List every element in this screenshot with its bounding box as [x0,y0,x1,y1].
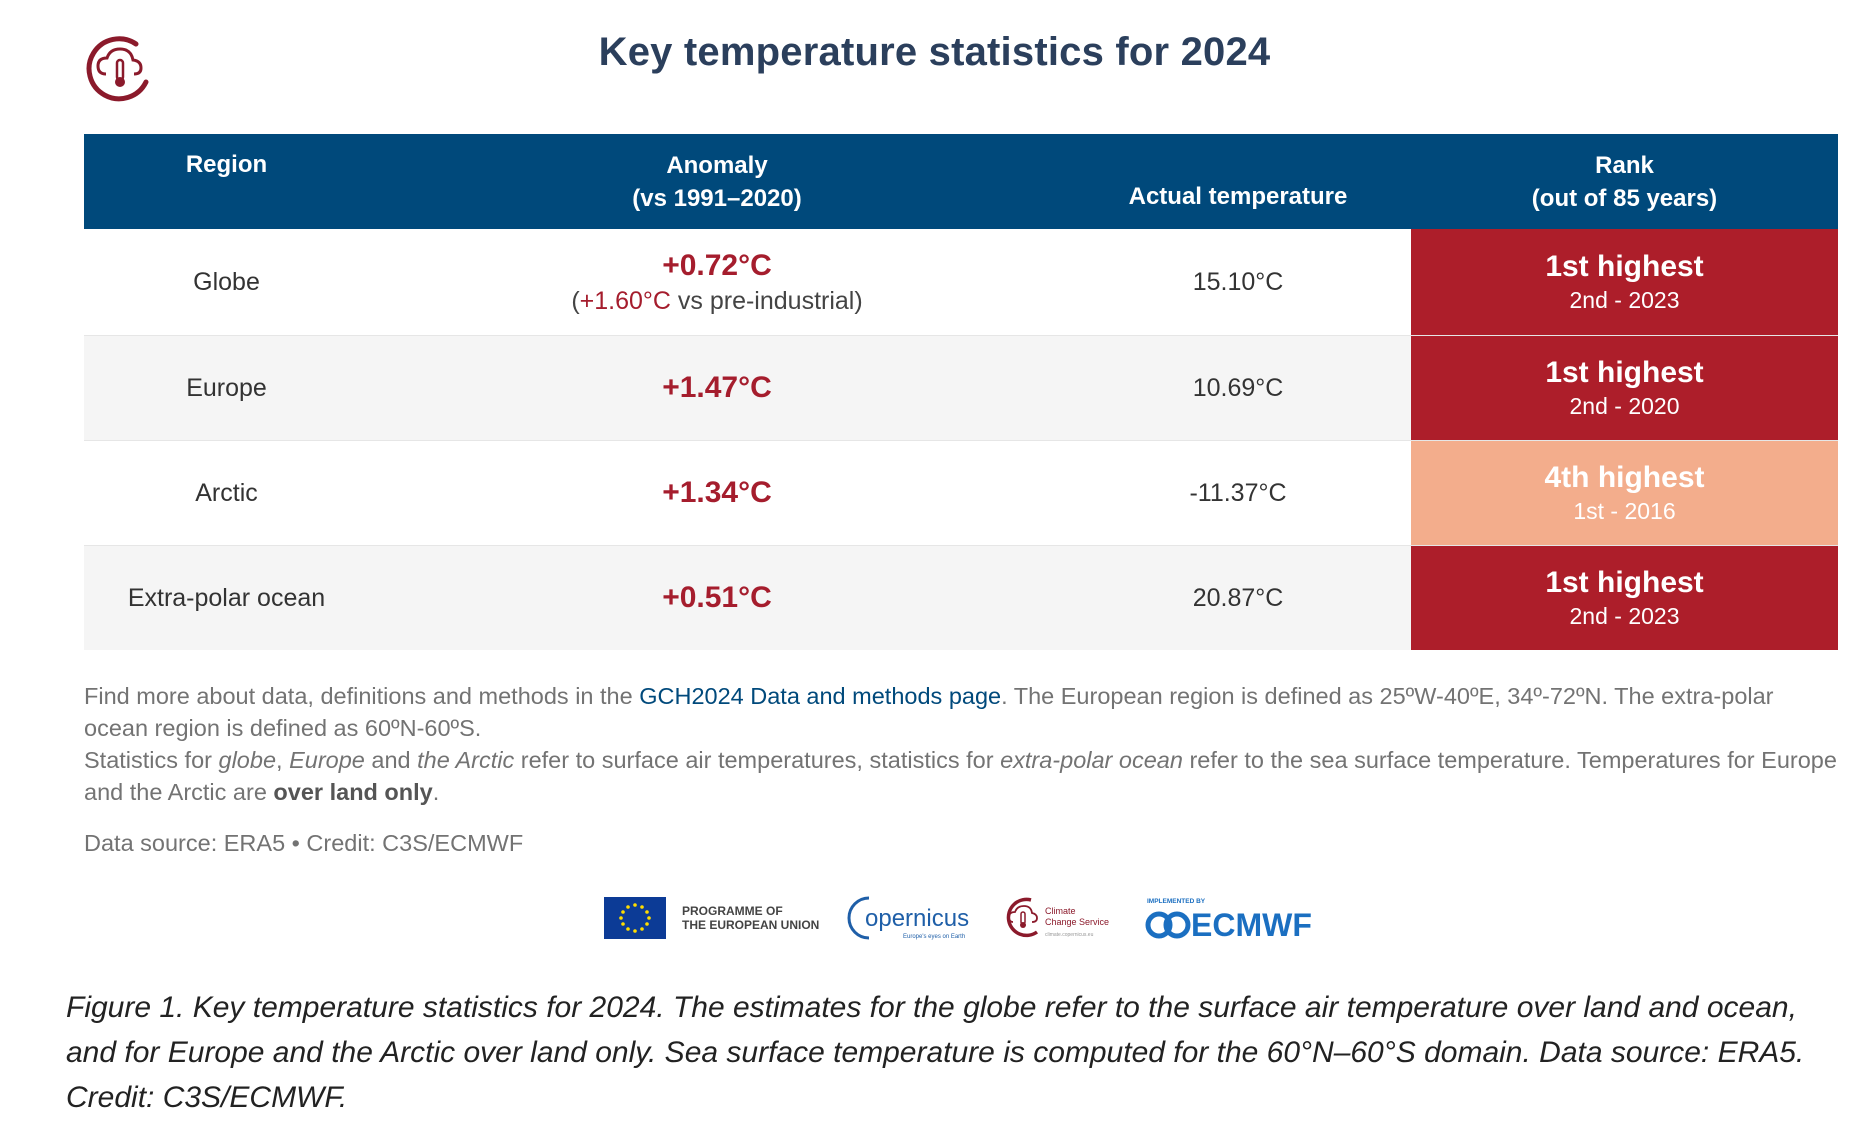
anomaly-cell: +1.47°C [369,336,1065,440]
svg-text:Change Service: Change Service [1045,917,1109,927]
pre-industrial-label: vs pre-industrial) [670,286,863,315]
notes-bold-land-only: over land only [273,779,433,805]
anomaly-value: +0.51°C [662,581,772,614]
anomaly-header-line2: (vs 1991–2020) [632,184,802,212]
svg-text:opernicus: opernicus [865,905,969,932]
actual-temperature-cell: 10.69°C [1192,373,1284,402]
region-cell: Arctic [195,478,258,507]
anomaly-value: +1.34°C [662,476,772,509]
anomaly-value: +1.47°C [662,371,772,404]
anomaly-value: +0.72°C [662,248,772,282]
actual-temperature-cell: -11.37°C [1189,478,1287,507]
rank-cell: 1st highest 2nd - 2023 [1411,546,1838,650]
rank-value: 1st highest [1545,566,1704,599]
data-methods-link[interactable]: GCH2024 Data and methods page [639,683,1002,709]
column-header-rank: Rank (out of 85 years) [1411,134,1838,229]
table-row: Extra-polar ocean +0.51°C 20.87°C 1st hi… [84,546,1838,650]
notes-text: refer to surface air temperatures, stati… [514,747,1001,773]
statistics-table: Region Anomaly (vs 1991–2020) Actual tem… [84,134,1838,650]
rank-value: 1st highest [1545,250,1704,283]
eu-flag-icon [604,897,666,939]
notes-text: refer to the sea surface temperature. Te… [84,747,1837,805]
notes-text: Find more about data, definitions and me… [84,683,640,709]
rank-value: 1st highest [1545,356,1704,389]
region-cell: Europe [186,373,267,402]
notes-italic-europe: Europe [289,747,365,773]
svg-text:IMPLEMENTED BY: IMPLEMENTED BY [1147,898,1206,905]
anomaly-cell: +1.34°C [369,441,1065,545]
notes-paragraph-1: Find more about data, definitions and me… [84,680,1844,744]
notes-italic-ocean: extra-polar ocean [1000,747,1183,773]
pre-industrial-anomaly: (+1.60°C vs pre-industrial) [571,287,862,316]
c3s-logo: Climate Change Service climate.copernicu… [1007,897,1109,938]
table-row: Europe +1.47°C 10.69°C 1st highest 2nd -… [84,336,1838,441]
notes-text: , [276,747,290,773]
rank-value: 4th highest [1544,461,1705,494]
rank-header-line1: Rank [1595,151,1654,179]
actual-header-label: Actual temperature [1128,183,1348,210]
anomaly-cell: +0.72°C (+1.60°C vs pre-industrial) [369,229,1065,335]
table-notes: Find more about data, definitions and me… [84,680,1844,808]
paren-open: ( [571,286,580,315]
svg-text:Climate: Climate [1045,906,1076,916]
climate-thermometer-logo [86,36,149,102]
notes-text: Statistics for [84,747,219,773]
svg-text:ECMWF: ECMWF [1191,907,1312,943]
notes-paragraph-2: Statistics for globe, Europe and the Arc… [84,744,1844,808]
eu-programme-label: PROGRAMME OF THE EUROPEAN UNION [682,904,819,932]
svg-text:Europe's eyes on Earth: Europe's eyes on Earth [903,934,965,940]
rank-cell: 1st highest 2nd - 2023 [1411,229,1838,335]
page-title: Key temperature statistics for 2024 [598,30,1271,74]
notes-text: and [364,747,418,773]
svg-text:climate.copernicus.eu: climate.copernicus.eu [1045,932,1094,938]
column-header-anomaly: Anomaly (vs 1991–2020) [369,134,1065,229]
eu-line-2: THE EUROPEAN UNION [682,918,820,932]
notes-text: . The European region is defined as 25ºW… [84,683,1774,741]
region-header-label: Region [185,151,268,178]
notes-text: . [432,779,440,805]
region-cell: Extra-polar ocean [127,583,326,612]
table-header: Region Anomaly (vs 1991–2020) Actual tem… [84,134,1838,229]
rank-header-line2: (out of 85 years) [1531,184,1718,212]
rank-runner-up: 2nd - 2020 [1569,393,1680,419]
rank-runner-up: 1st - 2016 [1573,498,1676,524]
ecmwf-logo: IMPLEMENTED BY ECMWF [1145,898,1312,943]
actual-temperature-cell: 15.10°C [1192,267,1284,296]
rank-cell: 4th highest 1st - 2016 [1411,441,1838,545]
region-cell: Globe [193,267,260,296]
column-header-region: Region [84,134,369,229]
anomaly-header-line1: Anomaly [666,151,768,179]
actual-temperature-cell: 20.87°C [1192,583,1284,612]
table-row: Globe +0.72°C (+1.60°C vs pre-industrial… [84,229,1838,336]
notes-italic-globe: globe [218,747,277,773]
eu-line-1: PROGRAMME OF [682,904,783,918]
figure-caption: Figure 1. Key temperature statistics for… [66,991,1805,1114]
anomaly-cell: +0.51°C [369,546,1065,650]
notes-italic-arctic: the Arctic [417,747,515,773]
pre-industrial-value: +1.60°C [579,286,671,315]
copernicus-logo: opernicus Europe's eyes on Earth [847,896,969,940]
data-source-credit: Data source: ERA5 • Credit: C3S/ECMWF [84,830,524,856]
rank-runner-up: 2nd - 2023 [1569,287,1680,313]
column-header-actual: Actual temperature [1065,134,1411,229]
partner-logos: PROGRAMME OF THE EUROPEAN UNION opernicu… [604,888,1315,948]
rank-cell: 1st highest 2nd - 2020 [1411,336,1838,440]
table-row: Arctic +1.34°C -11.37°C 4th highest 1st … [84,441,1838,546]
rank-runner-up: 2nd - 2023 [1569,603,1680,629]
